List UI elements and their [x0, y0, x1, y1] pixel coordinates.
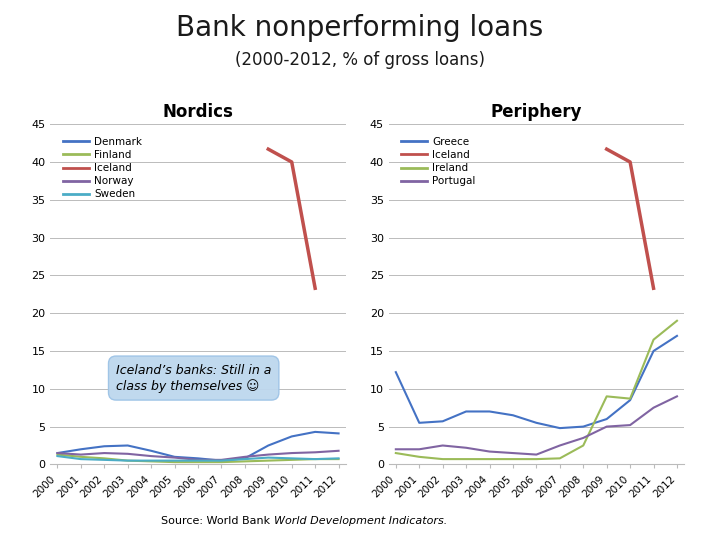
Title: Nordics: Nordics — [163, 103, 233, 122]
Text: World Development Indicators.: World Development Indicators. — [274, 516, 447, 526]
Title: Periphery: Periphery — [490, 103, 582, 122]
Text: Source: World Bank: Source: World Bank — [161, 516, 274, 526]
Legend: Denmark, Finland, Iceland, Norway, Sweden: Denmark, Finland, Iceland, Norway, Swede… — [58, 133, 146, 204]
Legend: Greece, Iceland, Ireland, Portugal: Greece, Iceland, Ireland, Portugal — [397, 133, 480, 191]
Text: Bank nonperforming loans: Bank nonperforming loans — [176, 14, 544, 42]
Text: Iceland’s banks: Still in a
class by themselves ☺: Iceland’s banks: Still in a class by the… — [116, 363, 271, 393]
Text: (2000-2012, % of gross loans): (2000-2012, % of gross loans) — [235, 51, 485, 69]
